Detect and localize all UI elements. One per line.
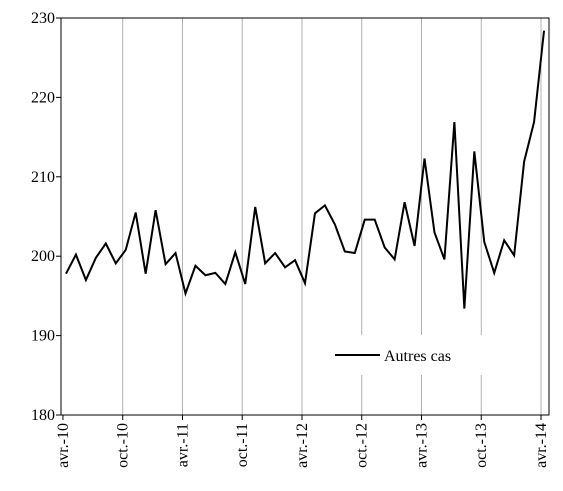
x-tick-label: oct.-13	[473, 423, 490, 468]
x-tick-label: avr.-13	[413, 423, 430, 468]
y-tick-label: 220	[31, 89, 55, 106]
x-axis: avr.-10 oct.-10 avr.-11 oct.-11 avr.-12 oct.-…	[55, 415, 550, 468]
x-tick-label: avr.-11	[174, 423, 191, 467]
x-tick-label: avr.-12	[294, 423, 311, 468]
y-tick-label: 180	[31, 407, 55, 424]
y-tick-label: 190	[31, 328, 55, 345]
y-tick-label: 200	[31, 248, 55, 265]
legend: Autres cas	[322, 335, 482, 375]
y-axis: 180 190 200 210 220 230	[31, 10, 61, 424]
x-tick-label: avr.-14	[533, 423, 550, 468]
x-tick-label: oct.-10	[115, 423, 132, 468]
x-tick-label: avr.-10	[55, 423, 72, 468]
x-tick-label: oct.-12	[354, 423, 371, 468]
legend-label-autres-cas: Autres cas	[384, 348, 451, 365]
x-tick-label: oct.-11	[234, 423, 251, 467]
y-tick-label: 210	[31, 169, 55, 186]
plot-frame	[60, 17, 550, 416]
y-tick-label: 230	[31, 10, 55, 27]
series-layer	[65, 30, 546, 309]
